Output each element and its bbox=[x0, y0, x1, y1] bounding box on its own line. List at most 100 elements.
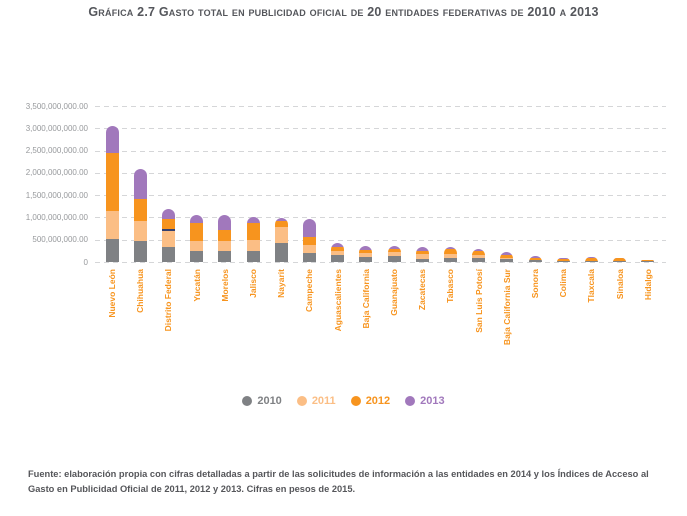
bar-segment-2010 bbox=[246, 251, 260, 262]
x-axis-label: Hidalgo bbox=[642, 269, 653, 301]
x-axis-label: San Luis Potosí bbox=[473, 269, 484, 333]
bar-segment-2011 bbox=[387, 251, 401, 257]
gridline bbox=[95, 262, 666, 263]
bar-segment-2012 bbox=[218, 229, 232, 242]
y-axis-tick-label: 2,000,000,000.00 bbox=[25, 168, 88, 178]
bar-segment-2010 bbox=[556, 261, 570, 262]
bar-segment-2013 bbox=[133, 169, 147, 199]
bar-segment-2011 bbox=[500, 257, 514, 260]
x-axis-label: Morelos bbox=[219, 269, 230, 302]
bar-aguascalientes bbox=[331, 242, 345, 262]
bar-segment-2010 bbox=[415, 258, 429, 262]
bar-segment-2011 bbox=[105, 211, 119, 240]
bar-san-luis-potos- bbox=[472, 248, 486, 262]
bar-segment-2010 bbox=[584, 261, 598, 262]
bar-segment-2013 bbox=[359, 245, 373, 250]
legend-item-2010: 2010 bbox=[242, 395, 282, 407]
bar-distrito-federal bbox=[161, 209, 175, 262]
bar-jalisco bbox=[246, 216, 260, 262]
bar-segment-2013 bbox=[331, 242, 345, 248]
x-axis-label: Zacatecas bbox=[417, 269, 428, 311]
x-axis-label: Nuevo León bbox=[107, 269, 117, 318]
bar-segment-2012 bbox=[528, 257, 542, 260]
bar-segment-2013 bbox=[190, 214, 204, 224]
bar-sonora bbox=[528, 256, 542, 262]
x-axis-label: Baja California bbox=[360, 269, 371, 329]
dark-divider-line bbox=[161, 229, 175, 231]
legend-dot bbox=[350, 396, 361, 406]
bar-segment-2010 bbox=[161, 246, 175, 262]
bar-segment-2011 bbox=[528, 259, 542, 261]
bar-colima bbox=[556, 257, 570, 262]
y-axis-tick-label: 1,000,000,000.00 bbox=[25, 212, 88, 222]
bar-chihuahua bbox=[133, 169, 147, 262]
bar-segment-2012 bbox=[472, 251, 486, 256]
bar-segment-2012 bbox=[246, 223, 260, 240]
bar-segment-2010 bbox=[274, 242, 288, 262]
bar-zacatecas bbox=[415, 246, 429, 262]
bar-segment-2010 bbox=[528, 260, 542, 262]
bar-segment-2013 bbox=[246, 216, 260, 224]
bar-segment-2012 bbox=[274, 220, 288, 227]
legend-dot bbox=[242, 396, 253, 406]
bar-segment-2013 bbox=[528, 256, 542, 258]
bar-segment-2011 bbox=[161, 230, 175, 247]
bar-campeche bbox=[302, 219, 316, 262]
bar-segment-2011 bbox=[274, 226, 288, 243]
bar-segment-2012 bbox=[387, 249, 401, 252]
x-axis-label: Jalisco bbox=[248, 269, 258, 298]
bar-segment-2011 bbox=[218, 241, 232, 251]
x-axis-label: Chihuahua bbox=[135, 269, 146, 313]
y-axis-tick-label: 2,500,000,000.00 bbox=[25, 146, 88, 156]
bar-yucat-n bbox=[190, 214, 204, 262]
x-axis-label: Yucatán bbox=[191, 269, 202, 302]
x-axis-label: Distrito Federal bbox=[163, 269, 174, 332]
bar-segment-2013 bbox=[472, 248, 486, 252]
y-axis-tick-label: 3,000,000,000.00 bbox=[25, 123, 88, 133]
bar-segment-2011 bbox=[415, 253, 429, 259]
x-axis-label: Sinaloa bbox=[614, 269, 625, 300]
bar-segment-2010 bbox=[641, 260, 655, 262]
bar-segment-2013 bbox=[218, 215, 232, 230]
legend-item-2012: 2012 bbox=[350, 395, 391, 407]
x-axis-label: Tabasco bbox=[445, 269, 456, 303]
y-axis-tick-label: 3,500,000,000.00 bbox=[25, 101, 88, 111]
bar-segment-2012 bbox=[613, 258, 627, 261]
bar-segment-2012 bbox=[105, 152, 119, 212]
bar-tabasco bbox=[443, 246, 457, 262]
bar-segment-2011 bbox=[331, 251, 345, 255]
legend-label: 2011 bbox=[311, 395, 336, 407]
bar-segment-2013 bbox=[302, 219, 316, 237]
x-axis-label: Guanajuato bbox=[389, 269, 399, 316]
bar-segment-2012 bbox=[415, 250, 429, 254]
bar-segment-2011 bbox=[443, 253, 457, 258]
bar-segment-2013 bbox=[161, 209, 175, 219]
bar-segment-2012 bbox=[302, 236, 316, 246]
x-axis-label: Tlaxcala bbox=[586, 269, 597, 303]
bar-segment-2012 bbox=[443, 249, 457, 254]
legend-label: 2013 bbox=[420, 395, 445, 407]
legend-label: 2010 bbox=[257, 395, 282, 407]
bar-segment-2012 bbox=[359, 249, 373, 253]
bar-segment-2013 bbox=[500, 251, 514, 256]
y-axis-tick-label: 0 bbox=[83, 257, 88, 267]
bar-segment-2010 bbox=[302, 252, 316, 262]
bar-segment-2013 bbox=[105, 126, 119, 153]
x-axis-label: Nayarit bbox=[276, 269, 287, 298]
chart-title: Gráfica 2.7 Gasto total en publicidad of… bbox=[88, 5, 599, 19]
bar-segment-2010 bbox=[190, 251, 204, 262]
bar-segment-2010 bbox=[443, 257, 457, 262]
gridline bbox=[95, 106, 666, 107]
x-axis-label: Sonora bbox=[530, 269, 540, 299]
bar-segment-2011 bbox=[246, 239, 260, 252]
bar-segment-2013 bbox=[274, 217, 288, 221]
bar-baja-california bbox=[359, 245, 373, 262]
bar-segment-2011 bbox=[359, 252, 373, 258]
bar-nuevo-le-n bbox=[105, 126, 119, 262]
bar-segment-2012 bbox=[500, 255, 514, 258]
legend-label: 2012 bbox=[365, 395, 391, 407]
bar-segment-2010 bbox=[133, 240, 147, 262]
bar-guanajuato bbox=[387, 246, 401, 262]
bar-segment-2010 bbox=[331, 254, 345, 262]
